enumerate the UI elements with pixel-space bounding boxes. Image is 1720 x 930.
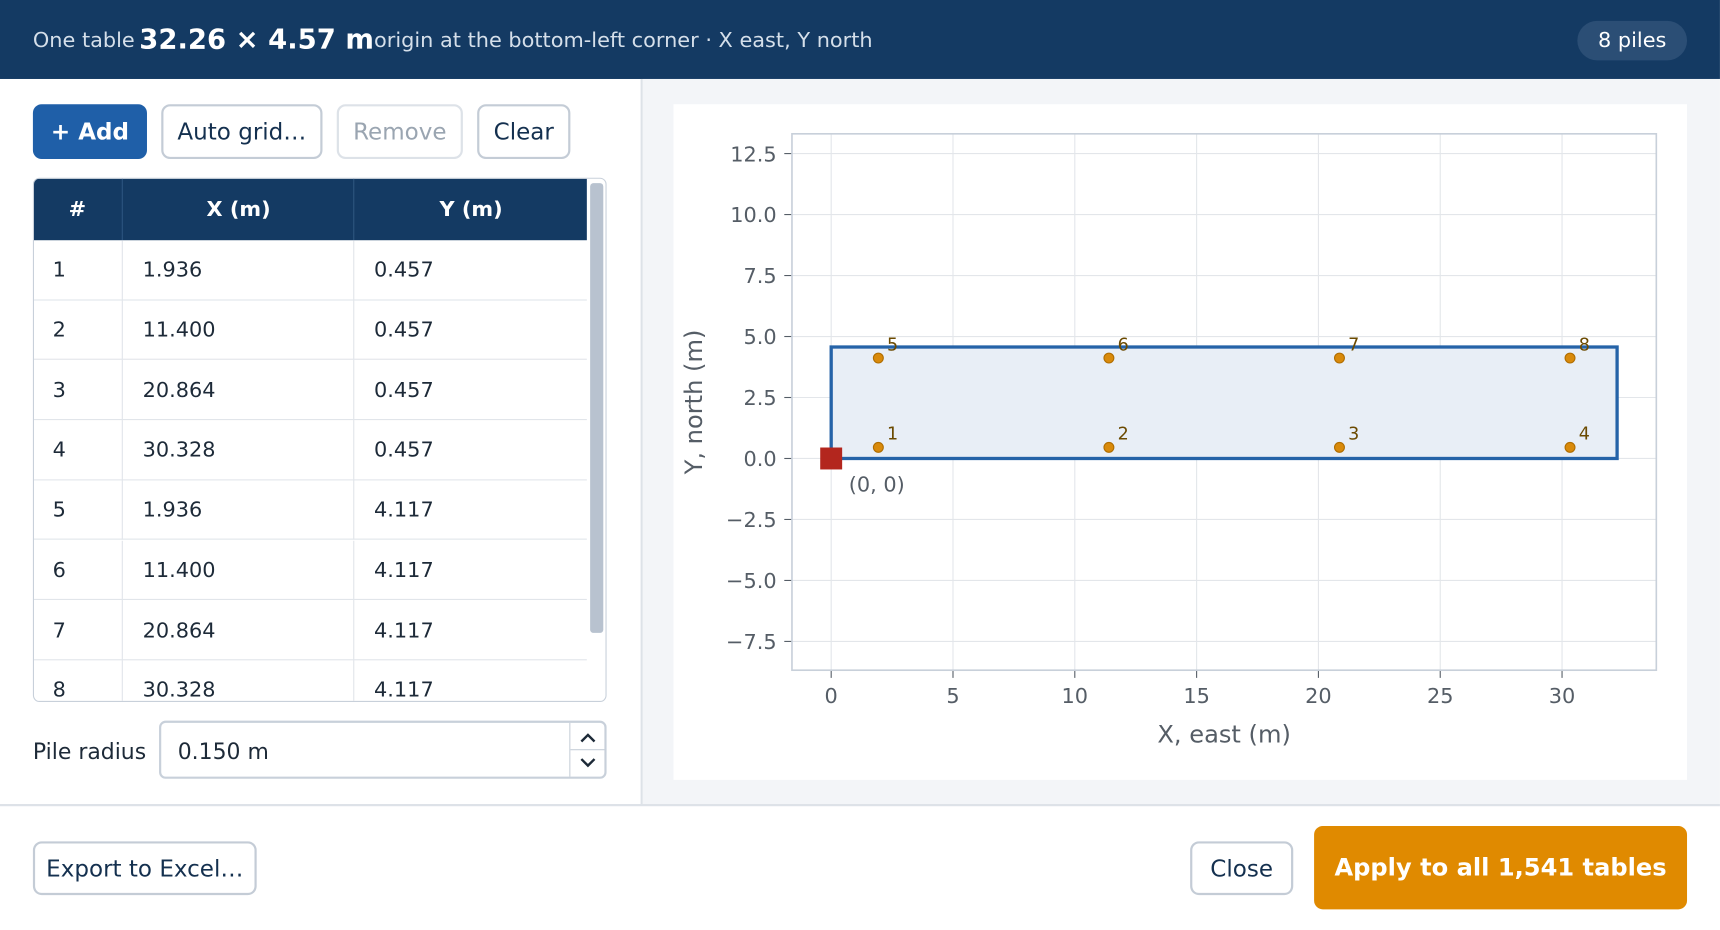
y-tick-label: 7.5 [743, 264, 776, 288]
table-cell: 4.117 [353, 480, 587, 541]
spin-down[interactable] [580, 758, 596, 768]
divider [640, 78, 643, 806]
auto-grid-button[interactable]: Auto grid… [161, 104, 323, 160]
remove-button: Remove [336, 104, 463, 160]
x-tick-label: 15 [1183, 684, 1210, 708]
table-cell: 1.936 [121, 480, 353, 541]
table-cell: 11.400 [121, 540, 353, 601]
pile-label: 7 [1348, 335, 1359, 355]
table-cell: 1.936 [121, 240, 353, 301]
x-tick-label: 20 [1305, 684, 1332, 708]
table-cell: 4.117 [353, 600, 587, 661]
pile-point [1333, 352, 1345, 364]
y-axis-label: Y, north (m) [680, 330, 708, 476]
scrollbar[interactable] [590, 183, 604, 633]
x-tick-label: 25 [1427, 684, 1454, 708]
header-bar: One table 32.26 × 4.57 m origin at the b… [0, 0, 1720, 79]
pile-label: 1 [887, 425, 898, 445]
x-tick-label: 0 [825, 684, 838, 708]
pile-point [1103, 441, 1115, 453]
column-header: Y (m) [353, 178, 588, 241]
table-cell: 30.328 [121, 420, 353, 481]
y-tick-label: −7.5 [726, 630, 777, 654]
table-header: # X (m) Y (m) [34, 178, 588, 241]
table-cell: 20.864 [121, 600, 353, 661]
y-tick-label: 0.0 [743, 447, 776, 471]
pile-radius-input[interactable]: 0.150 m [159, 720, 607, 779]
y-tick-label: 5.0 [743, 325, 776, 349]
pile-point [1564, 352, 1576, 364]
plot: 0 5 10 15 20 25 30−7.5−5.0−2.50.02.55.07.510.0… [680, 132, 1658, 749]
pile-radius-value: 0.150 m [177, 738, 269, 765]
close-button[interactable]: Close [1190, 841, 1294, 896]
axes-frame [791, 132, 1658, 672]
y-tick-label: 10.0 [730, 203, 776, 227]
table-cell: 3 [52, 378, 66, 403]
origin-label: (0, 0) [849, 472, 905, 496]
table-row[interactable]: 8 30.328 4.117 [34, 660, 587, 703]
table-cell: 11.400 [121, 300, 353, 361]
pile-point [1333, 441, 1345, 453]
table-row[interactable]: 3 20.864 0.457 [34, 360, 587, 421]
table-row[interactable]: 4 30.328 0.457 [34, 420, 587, 481]
column-header: X (m) [121, 178, 355, 241]
table-cell: 6 [52, 558, 66, 583]
pile-label: 8 [1579, 335, 1590, 355]
origin-marker [820, 447, 843, 470]
table-cell: 8 [52, 678, 66, 703]
table-cell: 2 [52, 318, 66, 343]
y-tick-label: 2.5 [743, 386, 776, 410]
table-outline [829, 345, 1619, 461]
pile-point [1564, 441, 1576, 453]
y-tick-label: −5.0 [726, 569, 777, 593]
table-cell: 5 [52, 498, 66, 523]
pile-label: 5 [887, 335, 898, 355]
table-cell: 7 [52, 618, 66, 643]
pile-label: 3 [1348, 425, 1359, 445]
y-tick-label: −2.5 [726, 508, 777, 532]
header-dimensions: 32.26 × 4.57 m [139, 23, 374, 55]
table-cell: 0.457 [353, 360, 587, 421]
pile-point [1103, 352, 1115, 364]
table-cell: 0.457 [353, 240, 587, 301]
column-header: # [68, 197, 87, 222]
pile-point [872, 352, 884, 364]
table-row[interactable]: 2 11.400 0.457 [34, 300, 587, 361]
table-row[interactable]: 1 1.936 0.457 [34, 240, 587, 301]
pile-radius-label: Pile radius [32, 738, 147, 765]
apply-button[interactable]: Apply to all 1,541 tables [1314, 825, 1688, 910]
table-cell: 1 [52, 258, 66, 283]
table-cell: 4.117 [353, 540, 587, 601]
table-row[interactable]: 6 11.400 4.117 [34, 540, 587, 601]
x-tick-label: 5 [946, 684, 959, 708]
spinner-divider [569, 722, 571, 777]
pile-label: 2 [1118, 425, 1129, 445]
table-cell: 20.864 [121, 360, 353, 421]
table-cell: 0.457 [353, 300, 587, 361]
spin-up[interactable] [580, 733, 596, 743]
pile-label: 4 [1579, 425, 1590, 445]
spinner[interactable] [570, 723, 607, 777]
table-cell: 4.117 [353, 660, 587, 701]
header-description: origin at the bottom-left corner · X eas… [374, 28, 873, 53]
pile-table: # X (m) Y (m) 8 30.328 4.117 7 20.864 4.117 6 1… [32, 177, 607, 703]
x-tick-label: 10 [1062, 684, 1089, 708]
x-tick-label: 30 [1549, 684, 1576, 708]
header-prefix: One table [32, 28, 135, 53]
y-tick-label: 12.5 [730, 142, 776, 166]
add-button[interactable]: + Add [32, 104, 147, 160]
table-cell: 4 [52, 438, 66, 463]
table-cell: 0.457 [353, 420, 587, 481]
table-row[interactable]: 5 1.936 4.117 [34, 480, 587, 541]
export-button[interactable]: Export to Excel… [32, 841, 257, 896]
table-cell: 30.328 [121, 660, 353, 701]
pile-point [872, 441, 884, 453]
x-axis-label: X, east (m) [1157, 721, 1291, 749]
pile-count-badge: 8 piles [1577, 20, 1688, 61]
footer-divider [0, 804, 1720, 807]
clear-button[interactable]: Clear [477, 104, 571, 160]
table-row[interactable]: 7 20.864 4.117 [34, 600, 587, 661]
pile-label: 6 [1118, 335, 1129, 355]
